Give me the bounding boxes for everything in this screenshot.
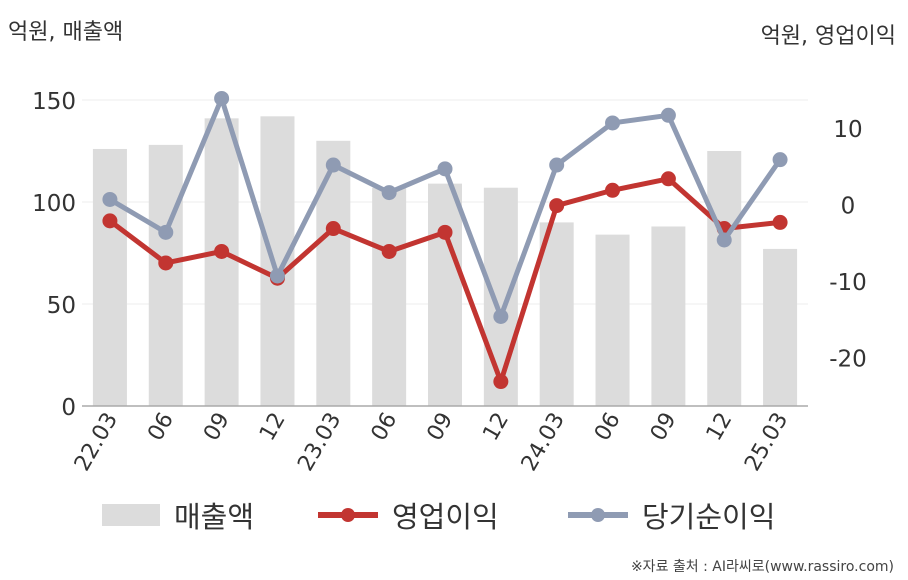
x-tick-label: 12 [702, 409, 738, 446]
point-net-income [605, 115, 621, 131]
x-tick-label: 06 [367, 409, 403, 446]
point-operating-profit [214, 243, 230, 259]
source-note: ※자료 출처 : AI라씨로(www.rassiro.com) [630, 559, 894, 575]
x-tick-label: 09 [646, 409, 682, 446]
legend-swatch-revenue [102, 504, 160, 526]
point-net-income [269, 268, 285, 284]
legend-label-revenue: 매출액 [174, 500, 255, 534]
point-net-income [772, 152, 788, 168]
point-net-income [381, 185, 397, 201]
x-tick-label: 09 [199, 409, 235, 446]
point-net-income [214, 90, 230, 106]
point-operating-profit [437, 224, 453, 240]
point-net-income [102, 191, 118, 207]
bar-revenue [92, 148, 127, 406]
point-operating-profit [549, 198, 565, 214]
point-net-income [660, 107, 676, 123]
legend-label-net-income: 당기순이익 [642, 500, 776, 534]
bar-revenue [539, 222, 574, 406]
legend-swatch-net-income [568, 504, 628, 526]
point-operating-profit [493, 374, 509, 390]
right-axis-unit: 억원, 영업이익 [760, 24, 896, 49]
y-right-tick-label: -10 [829, 270, 867, 296]
y-left-tick-label: 50 [47, 293, 76, 319]
bar-revenue [428, 183, 462, 406]
point-operating-profit [605, 182, 621, 198]
legend-label-operating-profit: 영업이익 [392, 500, 499, 534]
bar-revenue [372, 187, 407, 406]
point-net-income [716, 232, 732, 248]
point-operating-profit [325, 221, 341, 237]
legend-item-revenue: 매출액 [102, 490, 254, 540]
x-tick-label: 22.03 [70, 409, 123, 476]
x-tick-label: 12 [478, 409, 514, 446]
point-operating-profit [381, 243, 397, 259]
point-net-income [493, 308, 509, 324]
bar-revenue [260, 116, 295, 406]
x-tick-label: 25.03 [740, 409, 793, 476]
point-operating-profit [102, 213, 118, 229]
y-right-tick-label: -20 [829, 347, 867, 373]
y-right-tick-label: 0 [841, 194, 856, 220]
y-left-tick-label: 150 [32, 89, 76, 115]
x-tick-label: 23.03 [293, 409, 346, 476]
point-net-income [437, 161, 453, 177]
point-operating-profit [772, 214, 788, 230]
line-series [102, 90, 788, 390]
point-net-income [549, 157, 565, 173]
point-operating-profit [660, 171, 676, 187]
legend-item-net-income: 당기순이익 [568, 490, 775, 540]
bar-revenue [316, 140, 351, 407]
bar-revenue [204, 118, 239, 407]
bar-revenue [148, 144, 183, 406]
bar-revenue [595, 234, 630, 406]
y-left-tick-label: 100 [32, 191, 76, 217]
x-tick-label: 06 [143, 409, 179, 446]
y-right-tick-label: 10 [833, 117, 862, 143]
x-tick-label: 24.03 [517, 409, 570, 476]
x-tick-label: 09 [423, 409, 459, 446]
bar-revenue [483, 187, 518, 406]
point-operating-profit [158, 255, 174, 271]
legend: 매출액 영업이익 당기순이익 [0, 490, 908, 540]
legend-swatch-operating-profit [318, 504, 378, 526]
left-axis-unit: 억원, 매출액 [8, 20, 124, 45]
bar-revenue [707, 151, 742, 406]
x-tick-label: 06 [590, 409, 626, 446]
bar-series [92, 116, 798, 407]
point-net-income [158, 224, 174, 240]
x-tick-label: 12 [255, 409, 291, 446]
point-net-income [325, 157, 341, 173]
bar-revenue [763, 248, 798, 406]
legend-item-operating-profit: 영업이익 [318, 490, 499, 540]
y-left-tick-label: 0 [61, 395, 76, 421]
bar-revenue [651, 226, 686, 406]
